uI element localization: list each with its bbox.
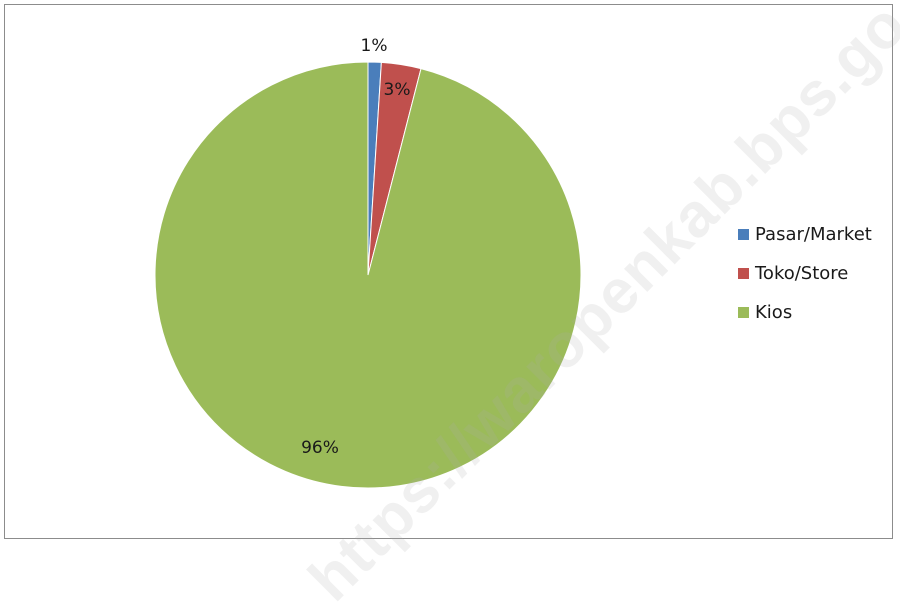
legend-label-kios: Kios xyxy=(755,302,793,323)
legend-item-pasar: Pasar/Market xyxy=(738,224,872,245)
legend-item-kios: Kios xyxy=(738,302,872,323)
data-label-kios: 96% xyxy=(301,438,339,458)
legend-swatch-pasar xyxy=(738,229,749,240)
data-label-pasar: 1% xyxy=(361,36,388,56)
legend-item-toko: Toko/Store xyxy=(738,263,872,284)
legend-swatch-toko xyxy=(738,268,749,279)
pie-slice-kios xyxy=(154,61,582,489)
legend-swatch-kios xyxy=(738,307,749,318)
legend-label-pasar: Pasar/Market xyxy=(755,224,872,245)
data-label-toko: 3% xyxy=(384,80,411,100)
pie-chart: 1% 3% 96% xyxy=(154,36,582,489)
legend-label-toko: Toko/Store xyxy=(755,263,849,284)
legend: Pasar/Market Toko/Store Kios xyxy=(738,224,872,342)
